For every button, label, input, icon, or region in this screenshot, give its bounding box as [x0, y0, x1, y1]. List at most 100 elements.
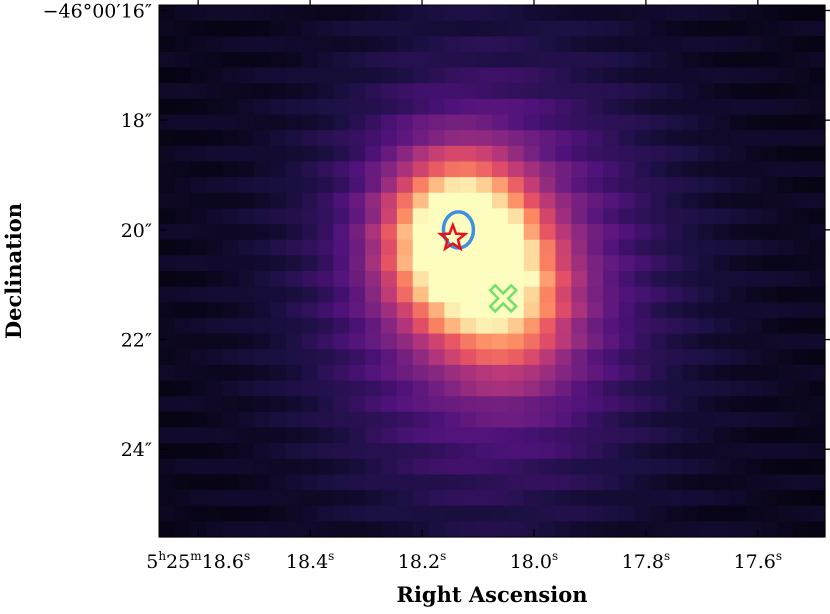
heatmap-pixel [809, 317, 826, 335]
heatmap-pixel [603, 20, 620, 37]
heatmap-pixel [634, 364, 652, 382]
heatmap-pixel [682, 255, 699, 272]
heatmap-pixel [634, 67, 652, 84]
heatmap-pixel [634, 98, 652, 116]
heatmap-pixel [650, 224, 668, 241]
heatmap-pixel [492, 317, 509, 335]
heatmap-pixel [745, 302, 763, 319]
heatmap-pixel [476, 255, 493, 272]
heatmap-pixel [254, 349, 271, 366]
heatmap-pixel [492, 67, 509, 84]
heatmap-pixel [381, 161, 398, 178]
heatmap-pixel [745, 192, 763, 210]
heatmap-pixel [159, 380, 176, 397]
heatmap-pixel [492, 114, 509, 131]
heatmap-pixel [587, 505, 604, 522]
heatmap-pixel [507, 224, 525, 241]
heatmap-pixel [777, 333, 794, 350]
heatmap-pixel [555, 224, 572, 241]
heatmap-pixel [793, 333, 810, 350]
heatmap-pixel [777, 255, 794, 272]
heatmap-pixel [666, 239, 683, 256]
heatmap-pixel [238, 51, 255, 69]
heatmap-pixel [555, 5, 572, 22]
heatmap-pixel [650, 505, 668, 522]
heatmap-pixel [793, 411, 810, 429]
heatmap-pixel [539, 51, 557, 69]
heatmap-pixel [793, 271, 810, 288]
heatmap-pixel [650, 396, 668, 413]
plot-frame [158, 4, 826, 538]
heatmap-pixel [698, 380, 715, 397]
heatmap-pixel [460, 255, 477, 272]
heatmap-pixel [476, 83, 493, 100]
heatmap-pixel [317, 98, 335, 116]
heatmap-pixel [460, 36, 477, 53]
x-tick-label: 18.0s​ [510, 549, 558, 573]
heatmap-pixel [539, 349, 557, 366]
heatmap-pixel [777, 521, 794, 538]
heatmap-pixel [729, 474, 747, 491]
heatmap-pixel [793, 458, 810, 476]
heatmap-pixel [349, 505, 366, 522]
heatmap-pixel [381, 474, 398, 491]
heatmap-pixel [523, 490, 541, 507]
heatmap-pixel [682, 51, 699, 69]
heatmap-pixel [539, 333, 557, 350]
heatmap-pixel [349, 490, 366, 507]
heatmap-pixel [666, 458, 683, 476]
heatmap-pixel [222, 443, 239, 460]
heatmap-pixel [428, 255, 446, 272]
heatmap-pixel [555, 396, 572, 413]
heatmap-pixel [729, 145, 747, 163]
heatmap-pixel [682, 286, 699, 303]
heatmap-pixel [507, 427, 525, 444]
heatmap-pixel [428, 130, 446, 147]
heatmap-pixel [682, 521, 699, 538]
heatmap-pixel [634, 36, 652, 53]
heatmap-pixel [396, 333, 414, 350]
heatmap-pixel [349, 130, 366, 147]
heatmap-pixel [206, 396, 224, 413]
heatmap-pixel [761, 505, 779, 522]
heatmap-pixel [270, 114, 287, 131]
heatmap-pixel [523, 349, 541, 366]
heatmap-pixel [365, 83, 382, 100]
heatmap-pixel [444, 98, 461, 116]
heatmap-pixel [682, 443, 699, 460]
heatmap-pixel [206, 349, 224, 366]
heatmap-pixel [190, 443, 208, 460]
heatmap-pixel [729, 98, 747, 116]
heatmap-pixel [365, 36, 382, 53]
heatmap-pixel [301, 317, 319, 335]
heatmap-pixel [270, 224, 287, 241]
heatmap-pixel [618, 20, 636, 37]
heatmap-pixel [301, 349, 319, 366]
heatmap-pixel [206, 145, 224, 163]
heatmap-pixel [523, 521, 541, 538]
heatmap-pixel [650, 130, 668, 147]
heatmap-pixel [523, 5, 541, 22]
heatmap-pixel [333, 36, 350, 53]
x-tick-label: 18.4s​ [286, 549, 334, 573]
heatmap-pixel [270, 161, 287, 178]
heatmap-pixel [777, 20, 794, 37]
heatmap-pixel [571, 443, 588, 460]
heatmap-pixel [159, 286, 176, 303]
heatmap-pixel [159, 521, 176, 538]
heatmap-pixel [190, 224, 208, 241]
heatmap-pixel [555, 192, 572, 210]
heatmap-pixel [745, 364, 763, 382]
heatmap-pixel [523, 255, 541, 272]
heatmap-pixel [349, 380, 366, 397]
heatmap-pixel [745, 255, 763, 272]
heatmap-pixel [222, 333, 239, 350]
heatmap-pixel [587, 224, 604, 241]
heatmap-pixel [254, 521, 271, 538]
heatmap-pixel [650, 427, 668, 444]
heatmap-pixel [523, 286, 541, 303]
heatmap-pixel [396, 255, 414, 272]
heatmap-pixel [396, 302, 414, 319]
heatmap-pixel [793, 36, 810, 53]
heatmap-pixel [301, 302, 319, 319]
